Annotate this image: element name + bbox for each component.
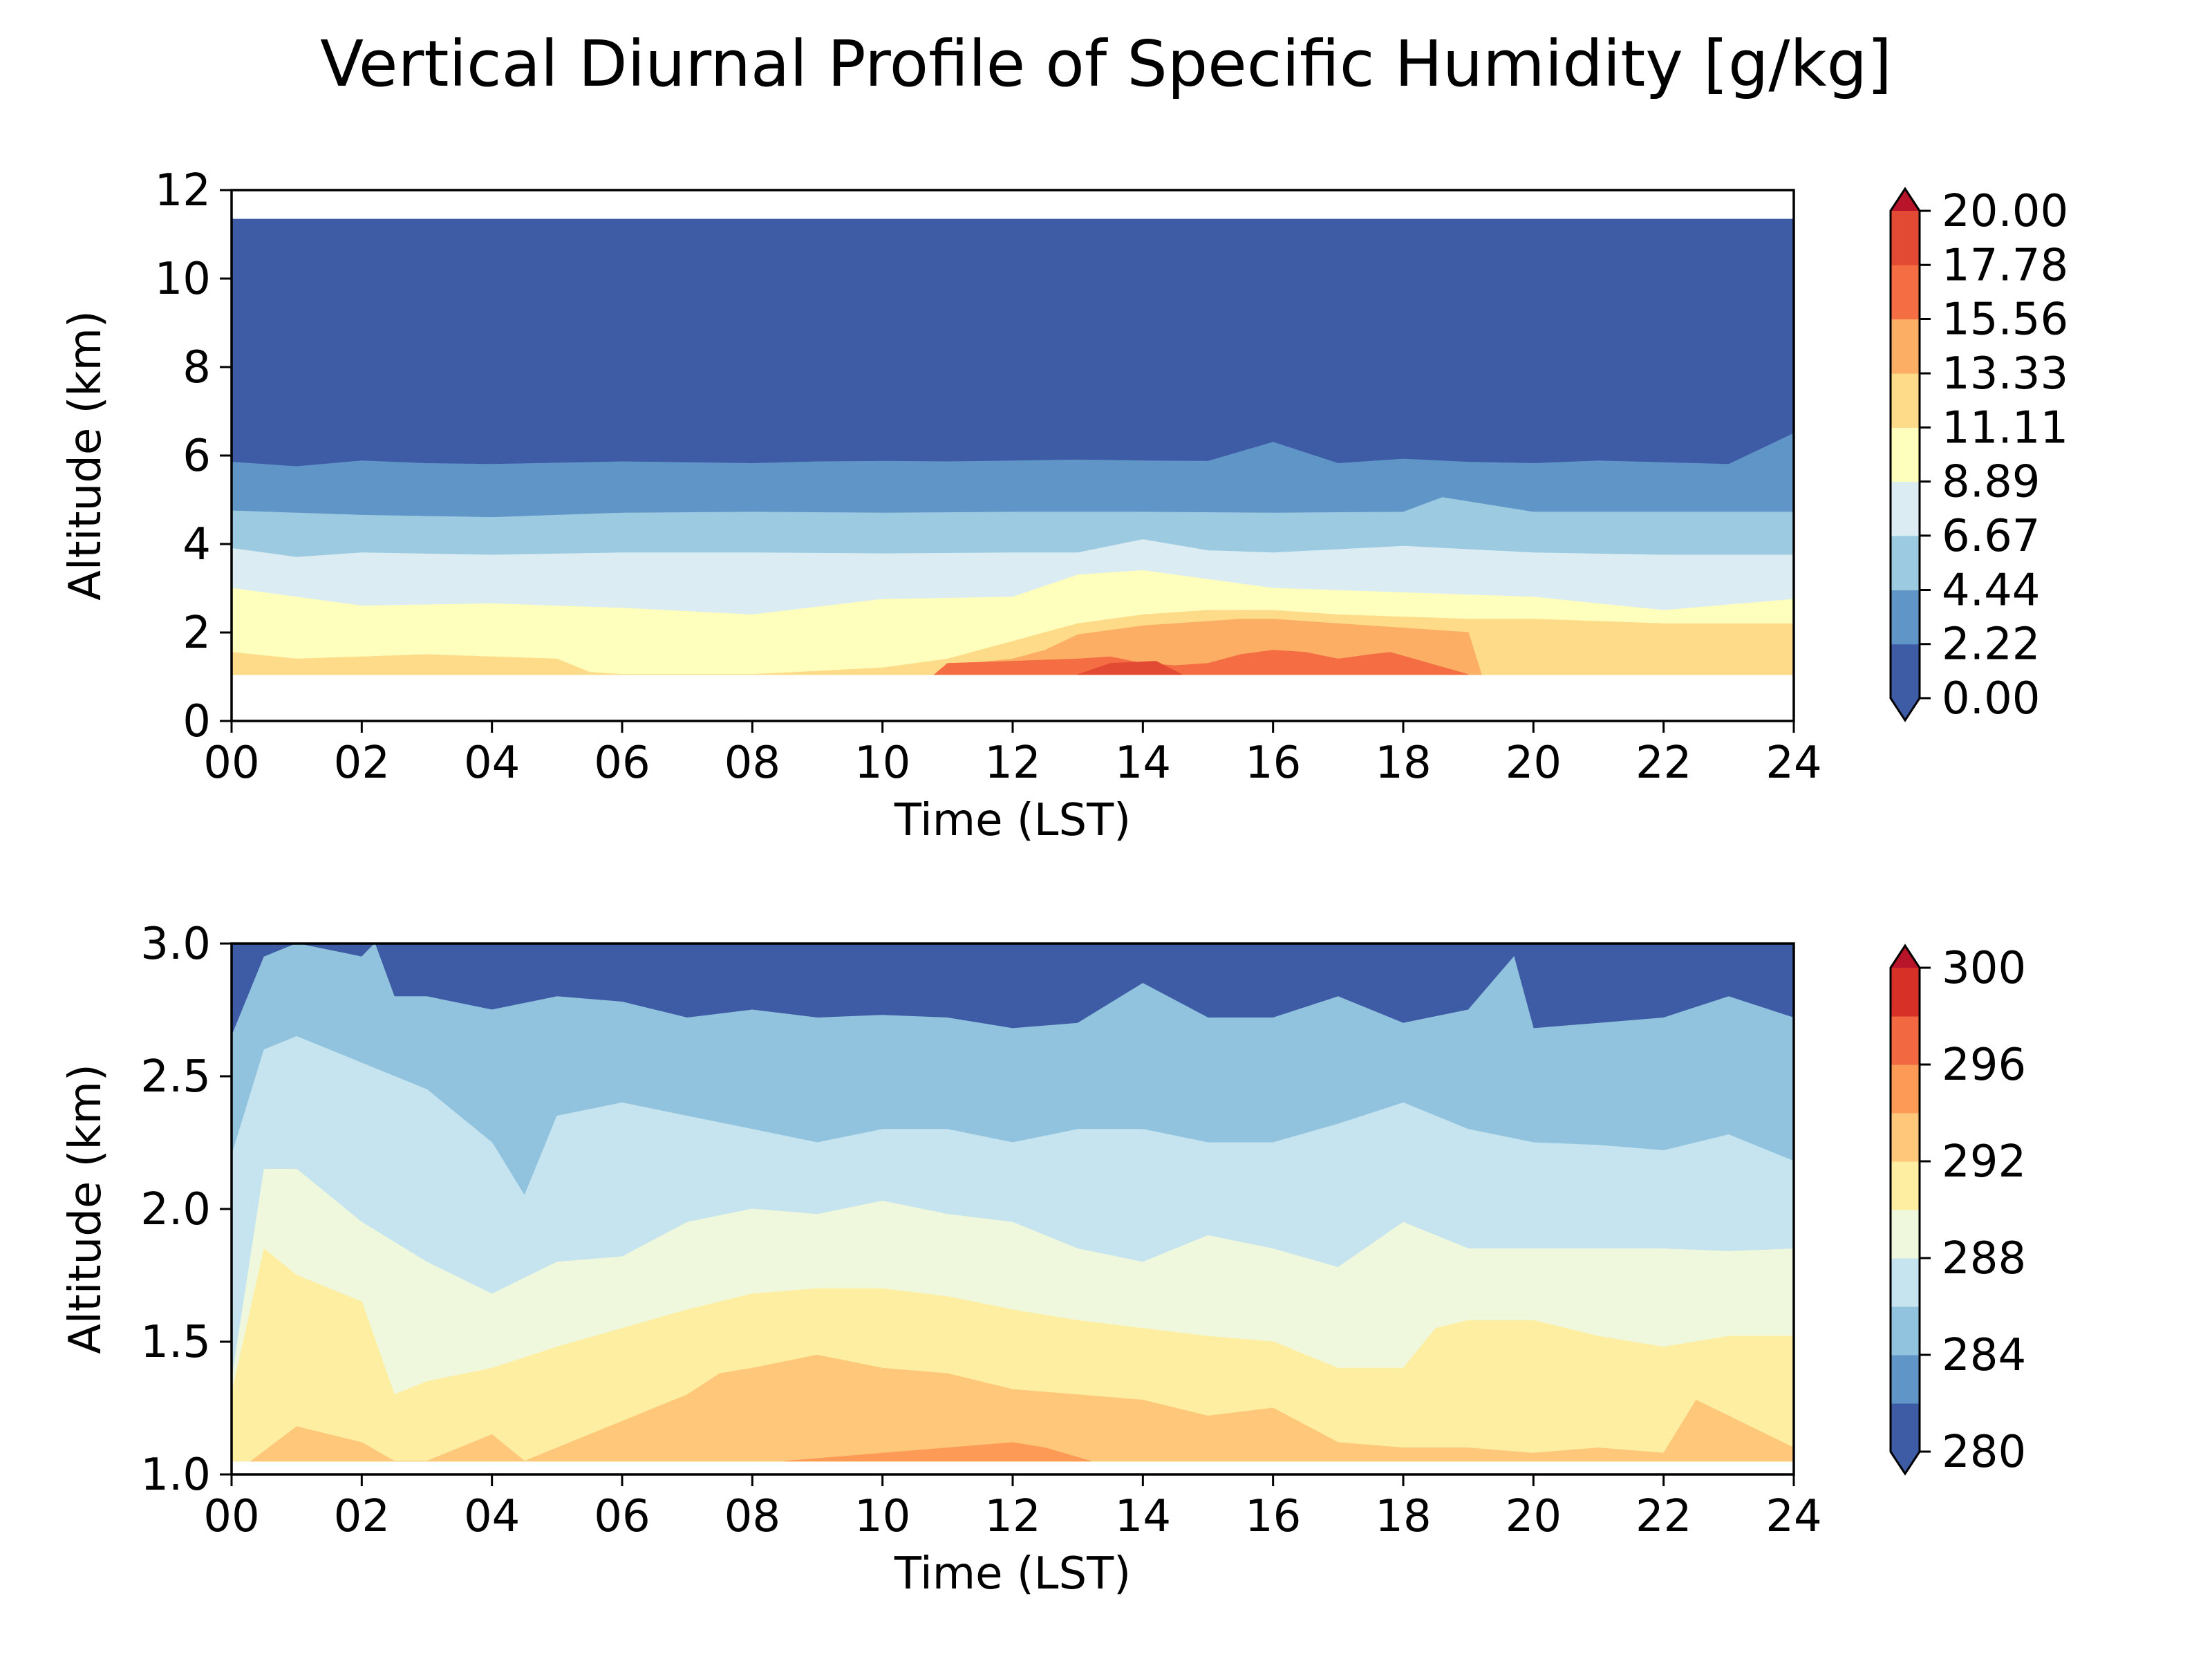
colorbar-tick-label: 2.22 [1942, 619, 2041, 671]
colorbar-tick-label: 288 [1942, 1233, 2026, 1284]
x-tick-label: 08 [724, 1491, 780, 1542]
y-axis-label: Altitude (km) [60, 310, 111, 601]
colorbar-segment [1891, 1210, 1920, 1259]
colorbar-tick-label: 292 [1942, 1136, 2026, 1188]
contour-band-15.56 [933, 650, 1469, 675]
x-tick-label: 12 [984, 738, 1040, 789]
y-tick-label: 2 [182, 608, 211, 659]
contour-fills [232, 218, 1794, 675]
x-tick-label: 24 [1765, 1491, 1821, 1542]
colorbar-segment [1891, 1403, 1920, 1452]
contour-fills [232, 944, 1794, 1462]
colorbar-segment [1891, 1306, 1920, 1356]
y-tick-label: 4 [182, 519, 211, 570]
colorbar-tick-label: 15.56 [1942, 294, 2068, 346]
y-tick-label: 10 [155, 254, 211, 305]
x-tick-label: 20 [1506, 1491, 1562, 1542]
x-tick-label: 06 [594, 1491, 650, 1542]
colorbar: 0.002.224.446.678.8911.1113.3315.5617.78… [1889, 186, 2068, 724]
x-tick-label: 18 [1375, 1491, 1431, 1542]
colorbar-tick-label: 17.78 [1942, 240, 2068, 291]
colorbar-segment [1891, 373, 1920, 428]
x-tick-label: 14 [1115, 738, 1171, 789]
figure-title: Vertical Diurnal Profile of Specific Hum… [320, 27, 1892, 101]
colorbar-segment [1891, 1065, 1920, 1114]
y-tick-label: 0 [182, 696, 211, 747]
contour-band-292 [232, 1248, 1794, 1462]
x-tick-label: 04 [464, 1491, 520, 1542]
y-tick-label: 1.5 [140, 1317, 211, 1368]
contour-band-294 [250, 1354, 1794, 1462]
x-tick-label: 02 [334, 1491, 390, 1542]
colorbar-segment [1891, 1016, 1920, 1065]
x-tick-label: 22 [1635, 1491, 1691, 1542]
colorbar-segment [1891, 427, 1920, 482]
x-tick-label: 02 [334, 738, 390, 789]
x-tick-label: 12 [984, 1491, 1040, 1542]
colorbar-tick-label: 11.11 [1942, 402, 2068, 453]
colorbar-segment [1891, 211, 1920, 265]
colorbar-extend-min [1891, 698, 1920, 720]
colorbar-segment [1891, 481, 1920, 536]
x-tick-label: 20 [1506, 738, 1562, 789]
x-tick-label: 24 [1765, 738, 1821, 789]
colorbar-segment [1891, 1113, 1920, 1162]
x-tick-label: 14 [1115, 1491, 1171, 1542]
y-tick-label: 3.0 [140, 919, 211, 970]
colorbar-segment [1891, 590, 1920, 645]
contour-band-296 [785, 1442, 1091, 1462]
x-tick-label: 08 [724, 738, 780, 789]
x-axis-label: Time (LST) [894, 1548, 1131, 1600]
colorbar-tick-label: 296 [1942, 1040, 2026, 1091]
colorbar-tick-label: 4.44 [1942, 565, 2041, 616]
y-tick-label: 8 [182, 342, 211, 393]
x-tick-label: 00 [203, 738, 259, 789]
colorbar-extend-max [1891, 189, 1920, 211]
bottom-temperature-panel: 00 02 04 06 08 10 12 14 16 18 20 22 24 1.0 1.5 2.0 2.5 3.… [60, 919, 2026, 1600]
colorbar-tick-label: 6.67 [1942, 511, 2041, 562]
y-tick-label: 12 [155, 165, 211, 216]
y-tick-label: 2.5 [140, 1051, 211, 1103]
colorbar-tick-label: 13.33 [1942, 348, 2068, 400]
colorbar-tick-label: 0.00 [1942, 673, 2041, 724]
colorbar: 280 284 288 292 296 300 [1889, 943, 2026, 1478]
colorbar-segment [1891, 1355, 1920, 1404]
x-tick-label: 16 [1245, 738, 1301, 789]
colorbar-segment [1891, 319, 1920, 374]
colorbar-tick-label: 8.89 [1942, 457, 2041, 508]
y-tick-label: 6 [182, 431, 211, 482]
x-tick-label: 18 [1375, 738, 1431, 789]
colorbar-extend-min [1891, 1452, 1920, 1474]
colorbar-segment [1891, 1258, 1920, 1307]
x-tick-label: 10 [854, 1491, 910, 1542]
y-axis-label: Altitude (km) [60, 1064, 111, 1354]
colorbar-tick-label: 20.00 [1942, 186, 2068, 237]
colorbar-segment [1891, 535, 1920, 590]
x-tick-label: 10 [854, 738, 910, 789]
colorbar-tick-label: 280 [1942, 1427, 2026, 1478]
x-tick-label: 06 [594, 738, 650, 789]
x-tick-label: 00 [203, 1491, 259, 1542]
x-tick-label: 16 [1245, 1491, 1301, 1542]
colorbar-segment [1891, 265, 1920, 320]
colorbar-segment [1891, 968, 1920, 1017]
y-tick-label: 1.0 [140, 1450, 211, 1501]
colorbar-tick-label: 300 [1942, 943, 2026, 994]
y-tick-label: 2.0 [140, 1184, 211, 1235]
top-humidity-panel: 00 02 04 06 08 10 12 14 16 18 20 22 24024681012Time … [60, 165, 2068, 846]
colorbar-segment [1891, 1161, 1920, 1210]
colorbar-tick-label: 284 [1942, 1330, 2026, 1381]
contour-band-17.78 [1078, 661, 1183, 675]
x-tick-label: 04 [464, 738, 520, 789]
colorbar-extend-max [1891, 946, 1920, 968]
x-axis-label: Time (LST) [894, 795, 1131, 846]
colorbar-segment [1891, 644, 1920, 699]
x-tick-label: 22 [1635, 738, 1691, 789]
